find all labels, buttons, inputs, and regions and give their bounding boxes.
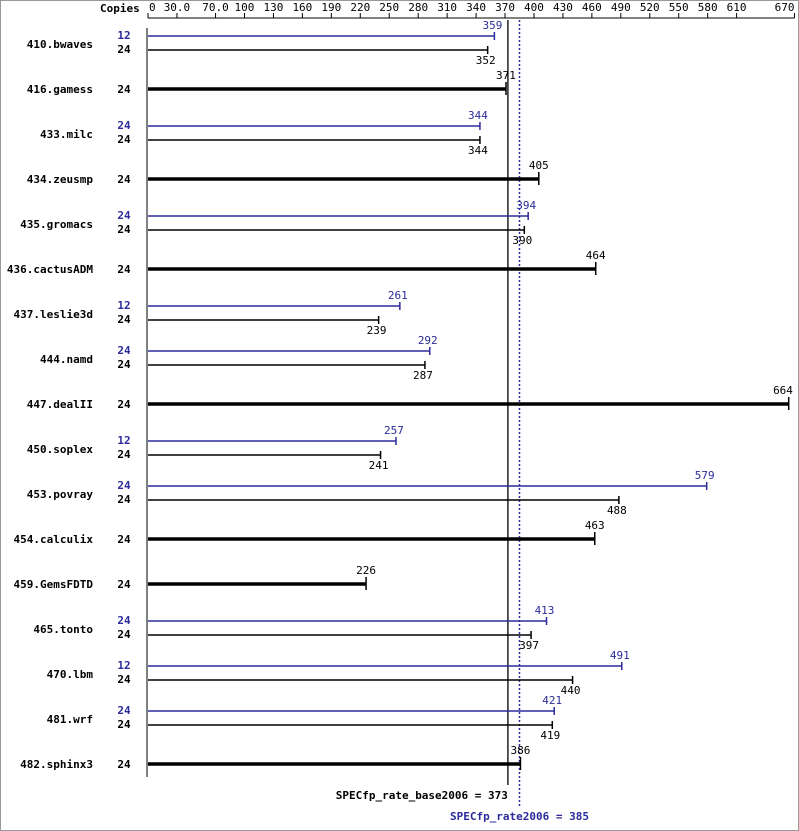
copies: 24 xyxy=(117,119,131,132)
x-tick-label: 580 xyxy=(698,1,718,14)
x-tick-label: 0 xyxy=(149,1,156,14)
value-label: 390 xyxy=(512,234,532,247)
copies: 24 xyxy=(117,398,131,411)
value-label: 397 xyxy=(519,639,539,652)
copies: 12 xyxy=(117,29,130,42)
copies: 24 xyxy=(117,758,131,771)
copies: 24 xyxy=(117,83,131,96)
value-label: 287 xyxy=(413,369,433,382)
benchmark-name: 481.wrf xyxy=(47,713,93,726)
benchmark-name: 416.gamess xyxy=(27,83,93,96)
value-label: 664 xyxy=(773,384,793,397)
benchmark-name: 470.lbm xyxy=(47,668,94,681)
benchmark-name: 444.namd xyxy=(40,353,93,366)
copies: 24 xyxy=(117,704,131,717)
value-label: 261 xyxy=(388,289,408,302)
value-label: 371 xyxy=(496,69,516,82)
x-tick-label: 430 xyxy=(553,1,573,14)
benchmark-name: 436.cactusADM xyxy=(7,263,93,276)
copies: 24 xyxy=(117,358,131,371)
x-tick-label: 370 xyxy=(495,1,515,14)
x-tick-label: 30.0 xyxy=(164,1,191,14)
benchmark-name: 482.sphinx3 xyxy=(20,758,93,771)
benchmark-name: 450.soplex xyxy=(27,443,94,456)
x-tick-label: 400 xyxy=(524,1,544,14)
value-label: 440 xyxy=(561,684,581,697)
copies: 24 xyxy=(117,209,131,222)
value-label: 488 xyxy=(607,504,627,517)
value-label: 405 xyxy=(529,159,549,172)
axis-label: Copies xyxy=(100,2,140,15)
x-tick-label: 190 xyxy=(321,1,341,14)
copies: 24 xyxy=(117,173,131,186)
copies: 12 xyxy=(117,434,130,447)
x-tick-label: 220 xyxy=(350,1,370,14)
reference-label: SPECfp_rate_base2006 = 373 xyxy=(336,789,508,802)
copies: 24 xyxy=(117,313,131,326)
x-tick-label: 160 xyxy=(292,1,312,14)
benchmark-name: 435.gromacs xyxy=(20,218,93,231)
benchmark-name: 459.GemsFDTD xyxy=(14,578,94,591)
value-label: 359 xyxy=(482,19,502,32)
x-tick-label: 520 xyxy=(640,1,660,14)
x-tick-label: 250 xyxy=(379,1,399,14)
value-label: 352 xyxy=(476,54,496,67)
value-label: 292 xyxy=(418,334,438,347)
value-label: 226 xyxy=(356,564,376,577)
benchmark-name: 437.leslie3d xyxy=(14,308,93,321)
copies: 24 xyxy=(117,673,131,686)
x-tick-label: 610 xyxy=(727,1,747,14)
value-label: 344 xyxy=(468,109,488,122)
benchmark-name: 454.calculix xyxy=(14,533,94,546)
copies: 12 xyxy=(117,659,130,672)
x-tick-label: 490 xyxy=(611,1,631,14)
copies: 24 xyxy=(117,493,131,506)
value-label: 491 xyxy=(610,649,630,662)
value-label: 419 xyxy=(540,729,560,742)
x-tick-label: 460 xyxy=(582,1,602,14)
value-label: 241 xyxy=(369,459,389,472)
benchmark-name: 453.povray xyxy=(27,488,94,501)
copies: 12 xyxy=(117,299,130,312)
copies: 24 xyxy=(117,533,131,546)
value-label: 413 xyxy=(535,604,555,617)
x-tick-label: 340 xyxy=(466,1,486,14)
benchmark-name: 410.bwaves xyxy=(27,38,93,51)
copies: 24 xyxy=(117,479,131,492)
value-label: 463 xyxy=(585,519,605,532)
benchmark-name: 447.dealII xyxy=(27,398,93,411)
value-label: 257 xyxy=(384,424,404,437)
copies: 24 xyxy=(117,628,131,641)
value-label: 344 xyxy=(468,144,488,157)
copies: 24 xyxy=(117,718,131,731)
x-tick-label: 550 xyxy=(669,1,689,14)
value-label: 464 xyxy=(586,249,606,262)
copies: 24 xyxy=(117,263,131,276)
x-tick-label: 280 xyxy=(408,1,428,14)
copies: 24 xyxy=(117,578,131,591)
x-tick-label: 70.0 xyxy=(202,1,229,14)
x-tick-label: 670 xyxy=(775,1,795,14)
copies: 24 xyxy=(117,614,131,627)
value-label: 386 xyxy=(511,744,531,757)
copies: 24 xyxy=(117,133,131,146)
copies: 24 xyxy=(117,223,131,236)
benchmark-name: 433.milc xyxy=(40,128,93,141)
reference-label: SPECfp_rate2006 = 385 xyxy=(450,810,589,823)
value-label: 239 xyxy=(367,324,387,337)
x-tick-label: 310 xyxy=(437,1,457,14)
copies: 24 xyxy=(117,43,131,56)
benchmark-name: 465.tonto xyxy=(33,623,93,636)
copies: 24 xyxy=(117,344,131,357)
value-label: 394 xyxy=(516,199,536,212)
benchmark-name: 434.zeusmp xyxy=(27,173,94,186)
x-tick-label: 130 xyxy=(264,1,284,14)
value-label: 421 xyxy=(542,694,562,707)
x-tick-label: 100 xyxy=(235,1,255,14)
copies: 24 xyxy=(117,448,131,461)
value-label: 579 xyxy=(695,469,715,482)
